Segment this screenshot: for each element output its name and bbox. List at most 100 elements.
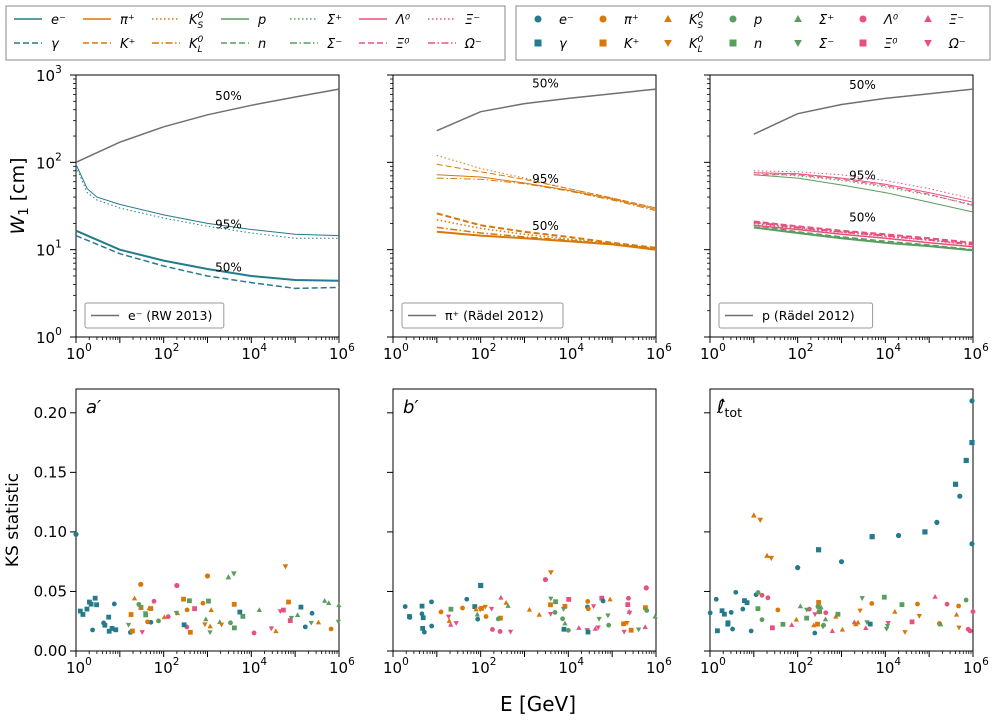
outlier-point [750, 512, 757, 518]
marker-legend-swatch [794, 40, 802, 48]
data-point [815, 621, 820, 627]
series-line [753, 226, 974, 252]
marker-legend-swatch [859, 15, 867, 23]
data-point [106, 628, 112, 634]
line-legend: e⁻ γ π⁺ K⁺ K0 S K0 L pn Σ⁺ Σ⁻ Λ⁰ Ξ⁰ Ξ⁻ Ω⁻ [5, 5, 506, 61]
data-point [789, 622, 795, 627]
data-point [294, 612, 301, 618]
data-point [429, 623, 435, 629]
data-point [322, 597, 328, 603]
y-tick-label: 103 [36, 64, 62, 85]
line-legend-label: Σ⁻ [327, 37, 342, 52]
x-tick-label: 104 [875, 656, 901, 677]
data-point [139, 630, 145, 635]
outlier-point [869, 534, 875, 540]
data-point [643, 605, 648, 611]
x-tick-label: 100 [700, 656, 726, 677]
axes-frame [75, 388, 340, 652]
panel-legend: p (Rädel 2012) [718, 302, 874, 329]
line-legend-label: n [258, 37, 266, 52]
data-point [857, 608, 863, 614]
data-point [206, 598, 211, 604]
outlier-point [204, 573, 211, 579]
x-tick-label: 106 [646, 342, 672, 363]
data-point [719, 608, 725, 614]
data-point [730, 626, 735, 632]
outlier-point [952, 481, 959, 487]
x-tick-label: 102 [788, 342, 814, 363]
data-point [605, 613, 611, 619]
x-tick-label: 102 [154, 342, 180, 363]
data-point [915, 601, 920, 607]
x-tick-label: 100 [383, 342, 409, 363]
data-point [472, 604, 478, 609]
data-point [642, 624, 648, 630]
data-point [839, 626, 846, 632]
outlier-point [478, 582, 484, 589]
data-point [102, 622, 108, 628]
data-point [181, 622, 187, 628]
panel-bottom-left: 100 102 104 106 0.00 0.05 0.10 0.15 0.20 KS stati… [3, 388, 355, 677]
data-point [482, 604, 488, 610]
line-legend-label: γ [51, 37, 60, 52]
data-point [626, 595, 631, 601]
data-point [884, 623, 891, 629]
data-point [759, 617, 765, 623]
annotation-label: 50% [215, 261, 242, 275]
data-point [488, 606, 495, 612]
data-point [503, 599, 509, 605]
series-line [753, 172, 974, 205]
marker-legend-swatch [599, 15, 607, 23]
data-point [326, 600, 332, 605]
data-point [707, 610, 713, 616]
data-point [565, 627, 571, 633]
series-line [436, 226, 657, 250]
data-point [181, 596, 186, 602]
data-point [315, 619, 322, 625]
data-point [497, 629, 503, 634]
data-point [967, 628, 973, 634]
data-point [823, 610, 829, 616]
data-point [864, 620, 870, 626]
data-point [187, 598, 192, 604]
y-tick-label: 101 [36, 239, 62, 260]
data-point [446, 618, 452, 623]
data-point [585, 598, 591, 604]
data-point [419, 611, 425, 617]
line-legend-label: Λ⁰ [395, 13, 411, 28]
marker-legend-label: Ξ⁰ [884, 37, 898, 52]
x-tick-label: 106 [963, 656, 989, 677]
series-line [436, 219, 657, 250]
data-point [309, 610, 315, 616]
data-point [804, 615, 810, 621]
data-point [203, 616, 209, 622]
annotation-label: 50% [532, 219, 559, 233]
data-point [256, 607, 262, 613]
series-line [753, 222, 974, 246]
marker-legend-swatch [924, 14, 932, 22]
data-point [822, 616, 829, 622]
x-tick-label: 106 [963, 342, 989, 363]
series-line [753, 174, 974, 213]
marker-legend-swatch [534, 15, 542, 23]
data-point [769, 625, 775, 631]
data-point [628, 627, 634, 633]
data-point [268, 626, 274, 632]
data-point [562, 620, 568, 626]
data-point [464, 596, 470, 602]
data-point [490, 627, 495, 632]
data-point [621, 629, 627, 635]
data-point [335, 619, 342, 625]
outlier-point [542, 576, 549, 583]
line-legend-frame [5, 5, 506, 61]
data-point [793, 616, 799, 622]
data-point [231, 601, 237, 607]
series-line [753, 221, 974, 246]
series-line [753, 224, 974, 251]
data-point [419, 603, 425, 609]
data-point [715, 628, 720, 634]
data-point [202, 622, 208, 628]
line-legend-label: Ξ⁰ [396, 37, 410, 52]
data-point [553, 599, 558, 605]
data-point [474, 611, 480, 617]
